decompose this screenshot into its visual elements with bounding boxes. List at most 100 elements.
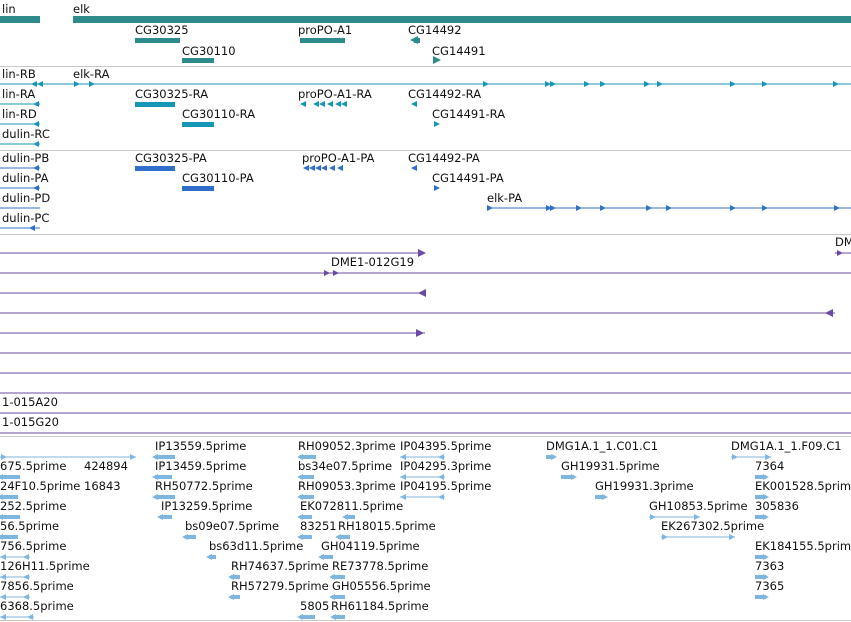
est-block-arrow[interactable] — [329, 594, 335, 600]
est-block-arrow[interactable] — [763, 594, 769, 600]
est-label-756-5prime[interactable]: 756.5prime — [0, 539, 67, 553]
transcript-exon-arrow[interactable] — [550, 81, 556, 87]
transcript-label-propo-a1-ra[interactable]: proPO-A1-RA — [298, 87, 372, 101]
est-block-arrow[interactable] — [0, 574, 6, 580]
est-block[interactable] — [300, 615, 315, 619]
protein-label-elk-pa[interactable]: elk-PA — [487, 191, 523, 205]
transcript-exon-arrow[interactable] — [33, 101, 39, 107]
est-block-arrow[interactable] — [765, 454, 771, 460]
protein-cds-arrow[interactable] — [487, 205, 493, 211]
est-label-bs09e07-5prime[interactable]: bs09e07.5prime — [185, 519, 280, 533]
est-label-dmg1a-1-1-c01-c1[interactable]: DMG1A.1_1.C01.C1 — [546, 439, 659, 453]
est-label-ip04195-5prime[interactable]: IP04195.5prime — [400, 479, 492, 493]
est-block[interactable] — [755, 475, 766, 479]
est-block-arrow[interactable] — [152, 454, 158, 460]
est-block[interactable] — [755, 595, 766, 599]
protein-cds-arrow[interactable] — [33, 165, 39, 171]
est-block-arrow[interactable] — [152, 474, 158, 480]
est-block-arrow[interactable] — [694, 514, 700, 520]
est-label-re73778-5prime[interactable]: RE73778.5prime — [332, 559, 429, 573]
est-label-rh57279-5prime[interactable]: RH57279.5prime — [231, 579, 329, 593]
est-label-126h11-5prime[interactable]: 126H11.5prime — [0, 559, 90, 573]
transcript-exon-arrow[interactable] — [657, 81, 663, 87]
gene-label-cg14491[interactable]: CG14491 — [432, 44, 486, 58]
est-block-arrow[interactable] — [602, 494, 608, 500]
gene-bar[interactable] — [414, 38, 420, 43]
est-block-arrow[interactable] — [329, 574, 335, 580]
est-block-arrow[interactable] — [23, 574, 29, 580]
transcript-label-cg14492-ra[interactable]: CG14492-RA — [408, 87, 482, 101]
est-label-bs34e07-5prime[interactable]: bs34e07.5prime — [298, 459, 393, 473]
alignment-label-dme1-012g19[interactable]: DME1-012G19 — [331, 255, 415, 269]
gene-bar[interactable] — [135, 38, 180, 43]
est-block-arrow[interactable] — [182, 534, 188, 540]
est-block-arrow[interactable] — [228, 594, 234, 600]
est-block[interactable] — [561, 475, 574, 479]
est-block[interactable] — [231, 595, 240, 599]
est-label-gh19931-5prime[interactable]: GH19931.5prime — [561, 459, 660, 473]
est-block-arrow[interactable] — [342, 514, 348, 520]
protein-cds-arrow[interactable] — [576, 205, 582, 211]
est-block[interactable] — [321, 555, 333, 559]
protein-cds-arrow[interactable] — [646, 205, 652, 211]
est-block[interactable] — [209, 555, 216, 559]
est-label-rh74637-5prime[interactable]: RH74637.5prime — [231, 559, 329, 573]
transcript-exon-arrow[interactable] — [762, 81, 768, 87]
transcript-exon[interactable] — [182, 122, 214, 127]
est-block-arrow[interactable] — [763, 554, 769, 560]
est-block[interactable] — [300, 455, 316, 459]
protein-cds-arrow[interactable] — [33, 185, 39, 191]
est-block-arrow[interactable] — [152, 494, 158, 500]
transcript-exon-arrow[interactable] — [300, 101, 306, 107]
protein-label-propo-a1-pa[interactable]: proPO-A1-PA — [302, 151, 375, 165]
est-block-arrow[interactable] — [297, 534, 303, 540]
est-block-arrow[interactable] — [297, 454, 303, 460]
est-block-arrow[interactable] — [318, 554, 324, 560]
protein-label-dulin-pb[interactable]: dulin-PB — [2, 151, 50, 165]
est-label-424894[interactable]: 424894 — [84, 459, 128, 473]
est-block-arrow[interactable] — [297, 494, 303, 500]
est-label-ip13459-5prime[interactable]: IP13459.5prime — [155, 459, 247, 473]
transcript-label-dulin-rc[interactable]: dulin-RC — [2, 127, 50, 141]
protein-label-cg30325-pa[interactable]: CG30325-PA — [135, 151, 207, 165]
est-label-305836[interactable]: 305836 — [755, 499, 799, 513]
protein-label-dulin-pd[interactable]: dulin-PD — [2, 191, 51, 205]
est-block-arrow[interactable] — [0, 594, 6, 600]
est-block[interactable] — [155, 495, 175, 499]
est-label-7363[interactable]: 7363 — [755, 559, 785, 573]
est-block-arrow[interactable] — [650, 514, 656, 520]
est-label-gh19931-3prime[interactable]: GH19931.3prime — [595, 479, 694, 493]
transcript-exon-arrow[interactable] — [833, 81, 839, 87]
est-block-arrow[interactable] — [0, 494, 3, 500]
protein-cds[interactable] — [182, 186, 214, 191]
est-block[interactable] — [300, 495, 314, 499]
est-block[interactable] — [0, 515, 20, 519]
protein-cds[interactable] — [135, 166, 175, 171]
est-block-arrow[interactable] — [1, 454, 7, 460]
protein-label-dulin-pc[interactable]: dulin-PC — [2, 211, 50, 225]
est-label-rh61184-5prime[interactable]: RH61184.5prime — [331, 599, 429, 613]
est-block-arrow[interactable] — [400, 474, 406, 480]
est-block-arrow[interactable] — [400, 454, 406, 460]
gene-label-cg14492[interactable]: CG14492 — [408, 23, 462, 37]
est-label-rh18015-5prime[interactable]: RH18015.5prime — [338, 519, 436, 533]
est-block-arrow[interactable] — [297, 514, 303, 520]
transcript-label-lin-rb[interactable]: lin-RB — [2, 67, 36, 81]
est-block-arrow[interactable] — [400, 494, 406, 500]
gene-bar[interactable] — [300, 38, 345, 43]
est-label-24f10-5prime[interactable]: 24F10.5prime — [0, 479, 81, 493]
protein-cds-arrow[interactable] — [762, 205, 768, 211]
gene-bar[interactable] — [73, 16, 851, 23]
est-block-arrow[interactable] — [297, 474, 303, 480]
est-block-arrow[interactable] — [438, 494, 444, 500]
transcript-exon-arrow[interactable] — [584, 81, 590, 87]
gene-bar[interactable] — [182, 58, 214, 63]
est-block[interactable] — [755, 555, 766, 559]
transcript-exon[interactable] — [135, 102, 175, 107]
alignment-label-dmi[interactable]: DMI — [835, 235, 851, 249]
protein-label-dulin-pa[interactable]: dulin-PA — [2, 171, 49, 185]
est-block[interactable] — [546, 455, 554, 459]
transcript-exon-arrow[interactable] — [411, 101, 417, 107]
transcript-exon-arrow[interactable] — [74, 81, 80, 87]
est-block[interactable] — [155, 475, 172, 479]
